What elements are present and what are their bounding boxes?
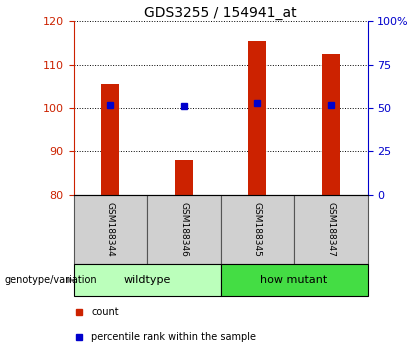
Text: GSM188344: GSM188344 [106, 202, 115, 257]
Text: percentile rank within the sample: percentile rank within the sample [91, 332, 256, 342]
Text: GSM188346: GSM188346 [179, 202, 188, 257]
Bar [294, 195, 368, 264]
Bar [248, 41, 266, 195]
Text: genotype/variation: genotype/variation [4, 275, 97, 285]
Bar [101, 84, 119, 195]
Title: GDS3255 / 154941_at: GDS3255 / 154941_at [144, 6, 297, 20]
Bar [322, 54, 340, 195]
Bar [147, 195, 220, 264]
Bar [220, 264, 368, 296]
Text: GSM188347: GSM188347 [326, 202, 335, 257]
Bar [220, 195, 294, 264]
Text: GSM188345: GSM188345 [253, 202, 262, 257]
Bar [74, 195, 147, 264]
Bar [74, 264, 220, 296]
Text: how mutant: how mutant [260, 275, 328, 285]
Bar [175, 160, 193, 195]
Text: count: count [91, 307, 119, 317]
Text: wildtype: wildtype [123, 275, 171, 285]
